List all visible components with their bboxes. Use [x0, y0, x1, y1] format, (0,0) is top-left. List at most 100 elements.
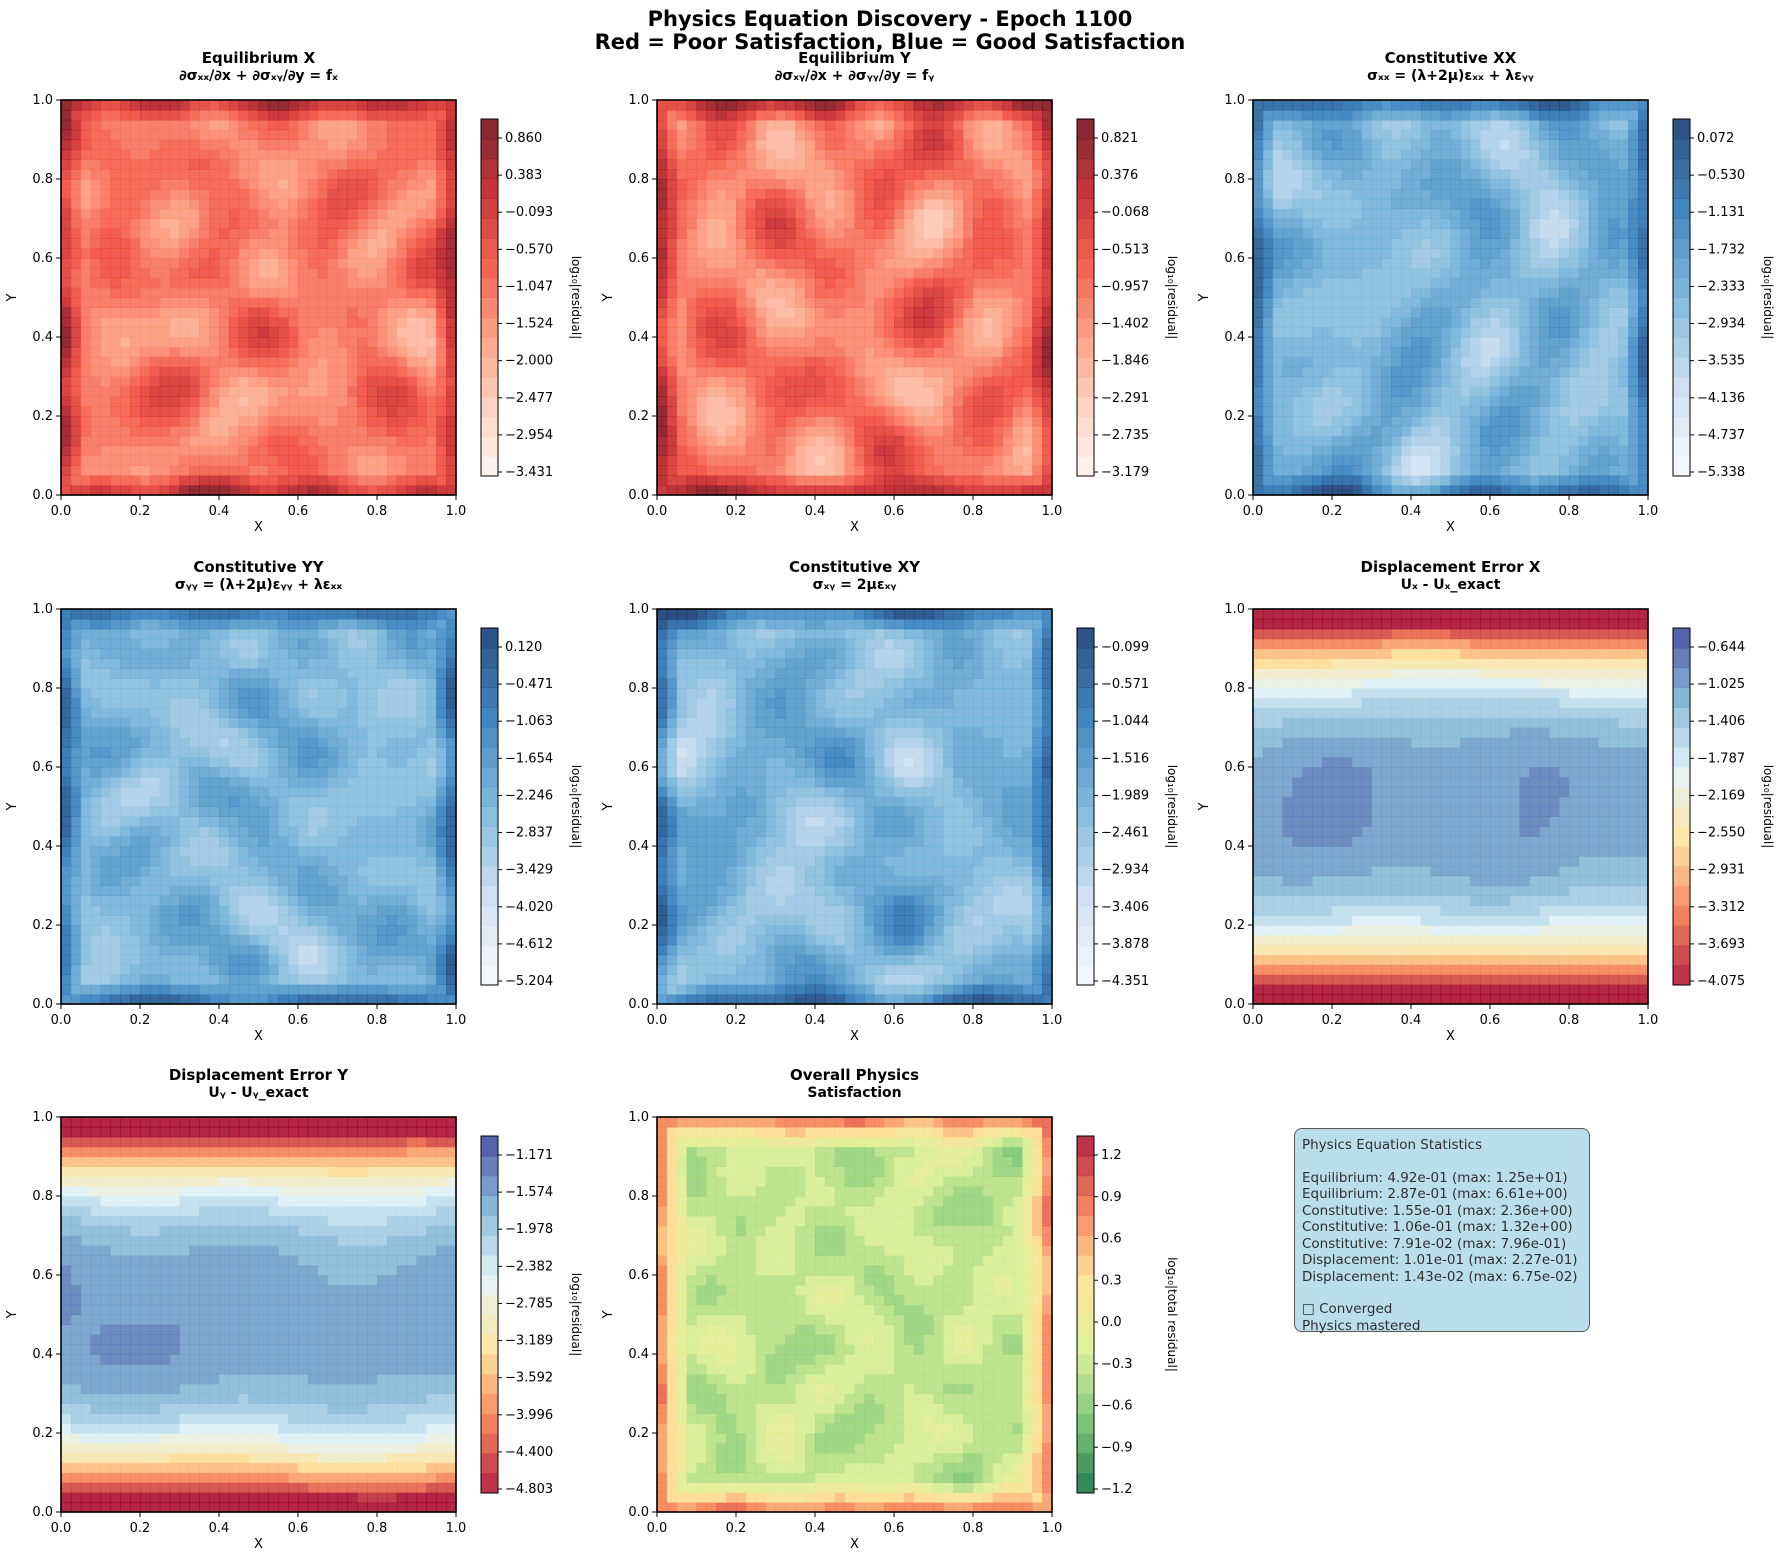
heatmap-cell: [1450, 376, 1461, 387]
heatmap-cell: [1292, 327, 1303, 338]
heatmap-cell: [1529, 267, 1540, 279]
heatmap-cell: [406, 218, 418, 229]
heatmap-cell: [1420, 406, 1432, 417]
heatmap-cell: [347, 277, 358, 289]
heatmap-cell: [1549, 337, 1560, 348]
heatmap-cell: [666, 307, 678, 318]
heatmap-cell: [1549, 435, 1560, 447]
heatmap-cell: [785, 208, 796, 220]
heatmap-cell: [159, 317, 171, 328]
heatmap-cell: [666, 327, 678, 338]
heatmap-cell: [1539, 169, 1550, 180]
heatmap-cell: [70, 169, 82, 180]
heatmap-cell: [1351, 100, 1363, 111]
heatmap-cell: [1371, 386, 1382, 397]
heatmap-cell: [1371, 435, 1382, 447]
heatmap-cell: [179, 465, 190, 476]
heatmap-cell: [1302, 267, 1313, 279]
heatmap-cell: [446, 435, 457, 447]
heatmap-cell: [238, 188, 250, 200]
heatmap-cell: [982, 307, 994, 318]
heatmap-cell: [716, 406, 727, 417]
heatmap-cell: [130, 406, 141, 417]
heatmap-cell: [745, 485, 757, 496]
heatmap-cell: [1332, 416, 1343, 427]
heatmap-cell: [327, 475, 339, 486]
heatmap-cell: [1262, 129, 1274, 141]
y-tick-label: 0.0: [628, 488, 649, 503]
heatmap-cell: [676, 218, 688, 229]
heatmap-cell: [1588, 465, 1600, 476]
heatmap-cell: [686, 337, 698, 348]
heatmap-cell: [426, 287, 437, 299]
heatmap-cell: [745, 366, 757, 378]
heatmap-cell: [824, 267, 836, 279]
heatmap-cell: [1549, 346, 1560, 358]
heatmap-cell: [706, 337, 717, 348]
heatmap-cell: [696, 218, 707, 229]
heatmap-cell: [209, 376, 220, 387]
heatmap-cell: [1519, 307, 1531, 318]
heatmap-cell: [1470, 307, 1481, 318]
heatmap-cell: [943, 287, 954, 299]
heatmap-cell: [357, 376, 368, 387]
heatmap-cell: [982, 425, 994, 437]
heatmap-cell: [396, 425, 408, 437]
heatmap-cell: [973, 267, 984, 279]
heatmap-cell: [874, 445, 885, 457]
heatmap-cell: [1002, 208, 1014, 220]
heatmap-cell: [90, 317, 102, 328]
heatmap-cell: [894, 129, 905, 141]
heatmap-cell: [805, 435, 816, 447]
heatmap-cell: [1420, 267, 1432, 279]
heatmap-cell: [248, 179, 260, 190]
heatmap-cell: [1608, 307, 1619, 318]
heatmap-cell: [963, 307, 974, 318]
heatmap-cell: [377, 307, 388, 318]
heatmap-cell: [278, 149, 289, 160]
heatmap-cell: [436, 366, 447, 378]
heatmap-cell: [130, 149, 141, 160]
heatmap-cell: [884, 366, 895, 378]
heatmap-cell: [90, 277, 102, 289]
heatmap-cell: [268, 129, 279, 141]
heatmap-cell: [1490, 258, 1501, 269]
heatmap-cell: [982, 119, 994, 131]
heatmap-cell: [1608, 248, 1619, 259]
heatmap-cell: [367, 218, 378, 229]
heatmap-cell: [70, 445, 82, 457]
heatmap-cell: [854, 465, 865, 476]
heatmap-cell: [199, 208, 210, 220]
heatmap-cell: [1282, 317, 1294, 328]
heatmap-cell: [189, 327, 200, 338]
heatmap-cell: [795, 396, 806, 407]
heatmap-cell: [913, 228, 925, 239]
heatmap-cell: [436, 287, 447, 299]
heatmap-cell: [307, 238, 319, 249]
heatmap-cell: [824, 307, 836, 318]
heatmap-cell: [1341, 406, 1353, 417]
heatmap-cell: [307, 297, 319, 308]
heatmap-cell: [278, 406, 289, 417]
heatmap-cell: [726, 267, 737, 279]
heatmap-cell: [61, 139, 72, 150]
heatmap-cell: [209, 287, 220, 299]
heatmap-cell: [834, 485, 846, 496]
heatmap-cell: [726, 179, 737, 190]
heatmap-cell: [884, 248, 895, 259]
heatmap-cell: [307, 366, 319, 378]
heatmap-cell: [1618, 109, 1629, 121]
heatmap-cell: [1608, 129, 1619, 141]
heatmap-cell: [1480, 445, 1491, 457]
heatmap-cell: [1490, 277, 1501, 289]
heatmap-cell: [278, 188, 289, 200]
heatmap-cell: [1519, 416, 1531, 427]
heatmap-cell: [1282, 258, 1294, 269]
heatmap-cell: [765, 228, 777, 239]
heatmap-cell: [1262, 119, 1274, 131]
heatmap-cell: [149, 238, 161, 249]
heatmap-cell: [1381, 248, 1392, 259]
heatmap-cell: [1470, 376, 1481, 387]
heatmap-cell: [169, 416, 181, 427]
heatmap-cell: [278, 366, 289, 378]
